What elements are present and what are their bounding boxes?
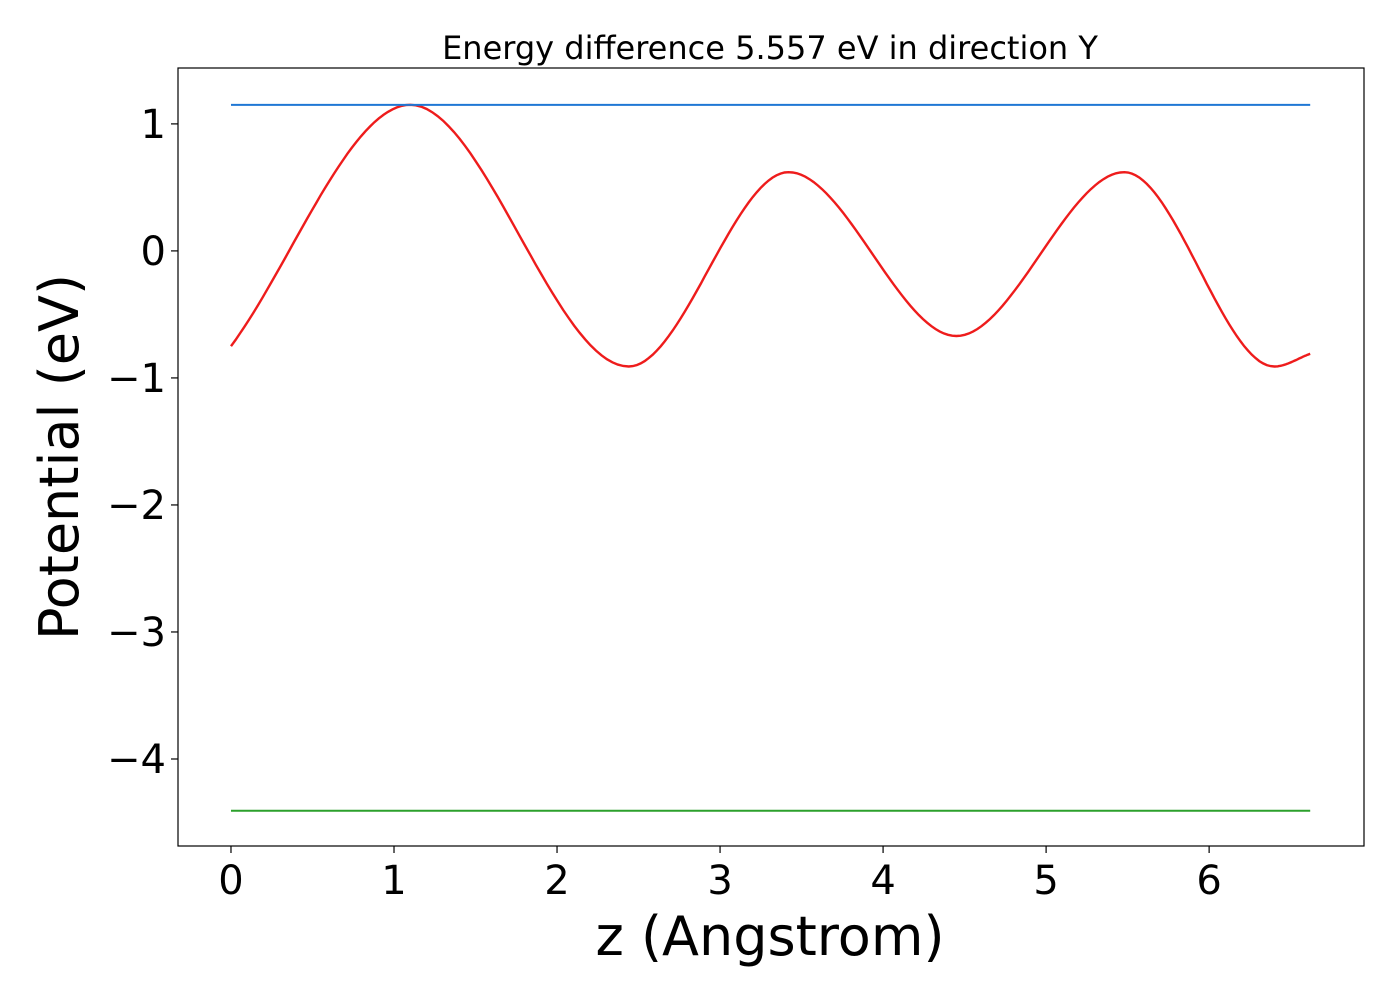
x-tick-label: 1 xyxy=(381,858,406,904)
chart-title: Energy difference 5.557 eV in direction … xyxy=(442,29,1098,67)
x-axis-label: z (Angstrom) xyxy=(595,905,944,968)
x-tick-label: 2 xyxy=(544,858,569,904)
y-tick-label: −2 xyxy=(107,483,166,529)
y-tick-label: 1 xyxy=(141,102,166,148)
series-potential-curve xyxy=(230,103,1311,368)
y-axis-label: Potential (eV) xyxy=(28,274,91,640)
y-tick-label: −1 xyxy=(107,356,166,402)
series-group xyxy=(230,103,1311,812)
y-tick-label: 0 xyxy=(141,229,166,275)
x-tick-label: 3 xyxy=(707,858,732,904)
x-tick-label: 6 xyxy=(1196,858,1221,904)
x-tick-label: 4 xyxy=(870,858,895,904)
x-tick-label: 0 xyxy=(218,858,243,904)
plot-frame xyxy=(177,67,1365,847)
x-tick-label: 5 xyxy=(1033,858,1058,904)
y-tick-label: −4 xyxy=(107,737,166,783)
ticks-group: 0 1 2 3 4 5 6 1 0 −1 −2 −3 −4 xyxy=(107,102,1222,904)
y-tick-label: −3 xyxy=(107,610,166,656)
